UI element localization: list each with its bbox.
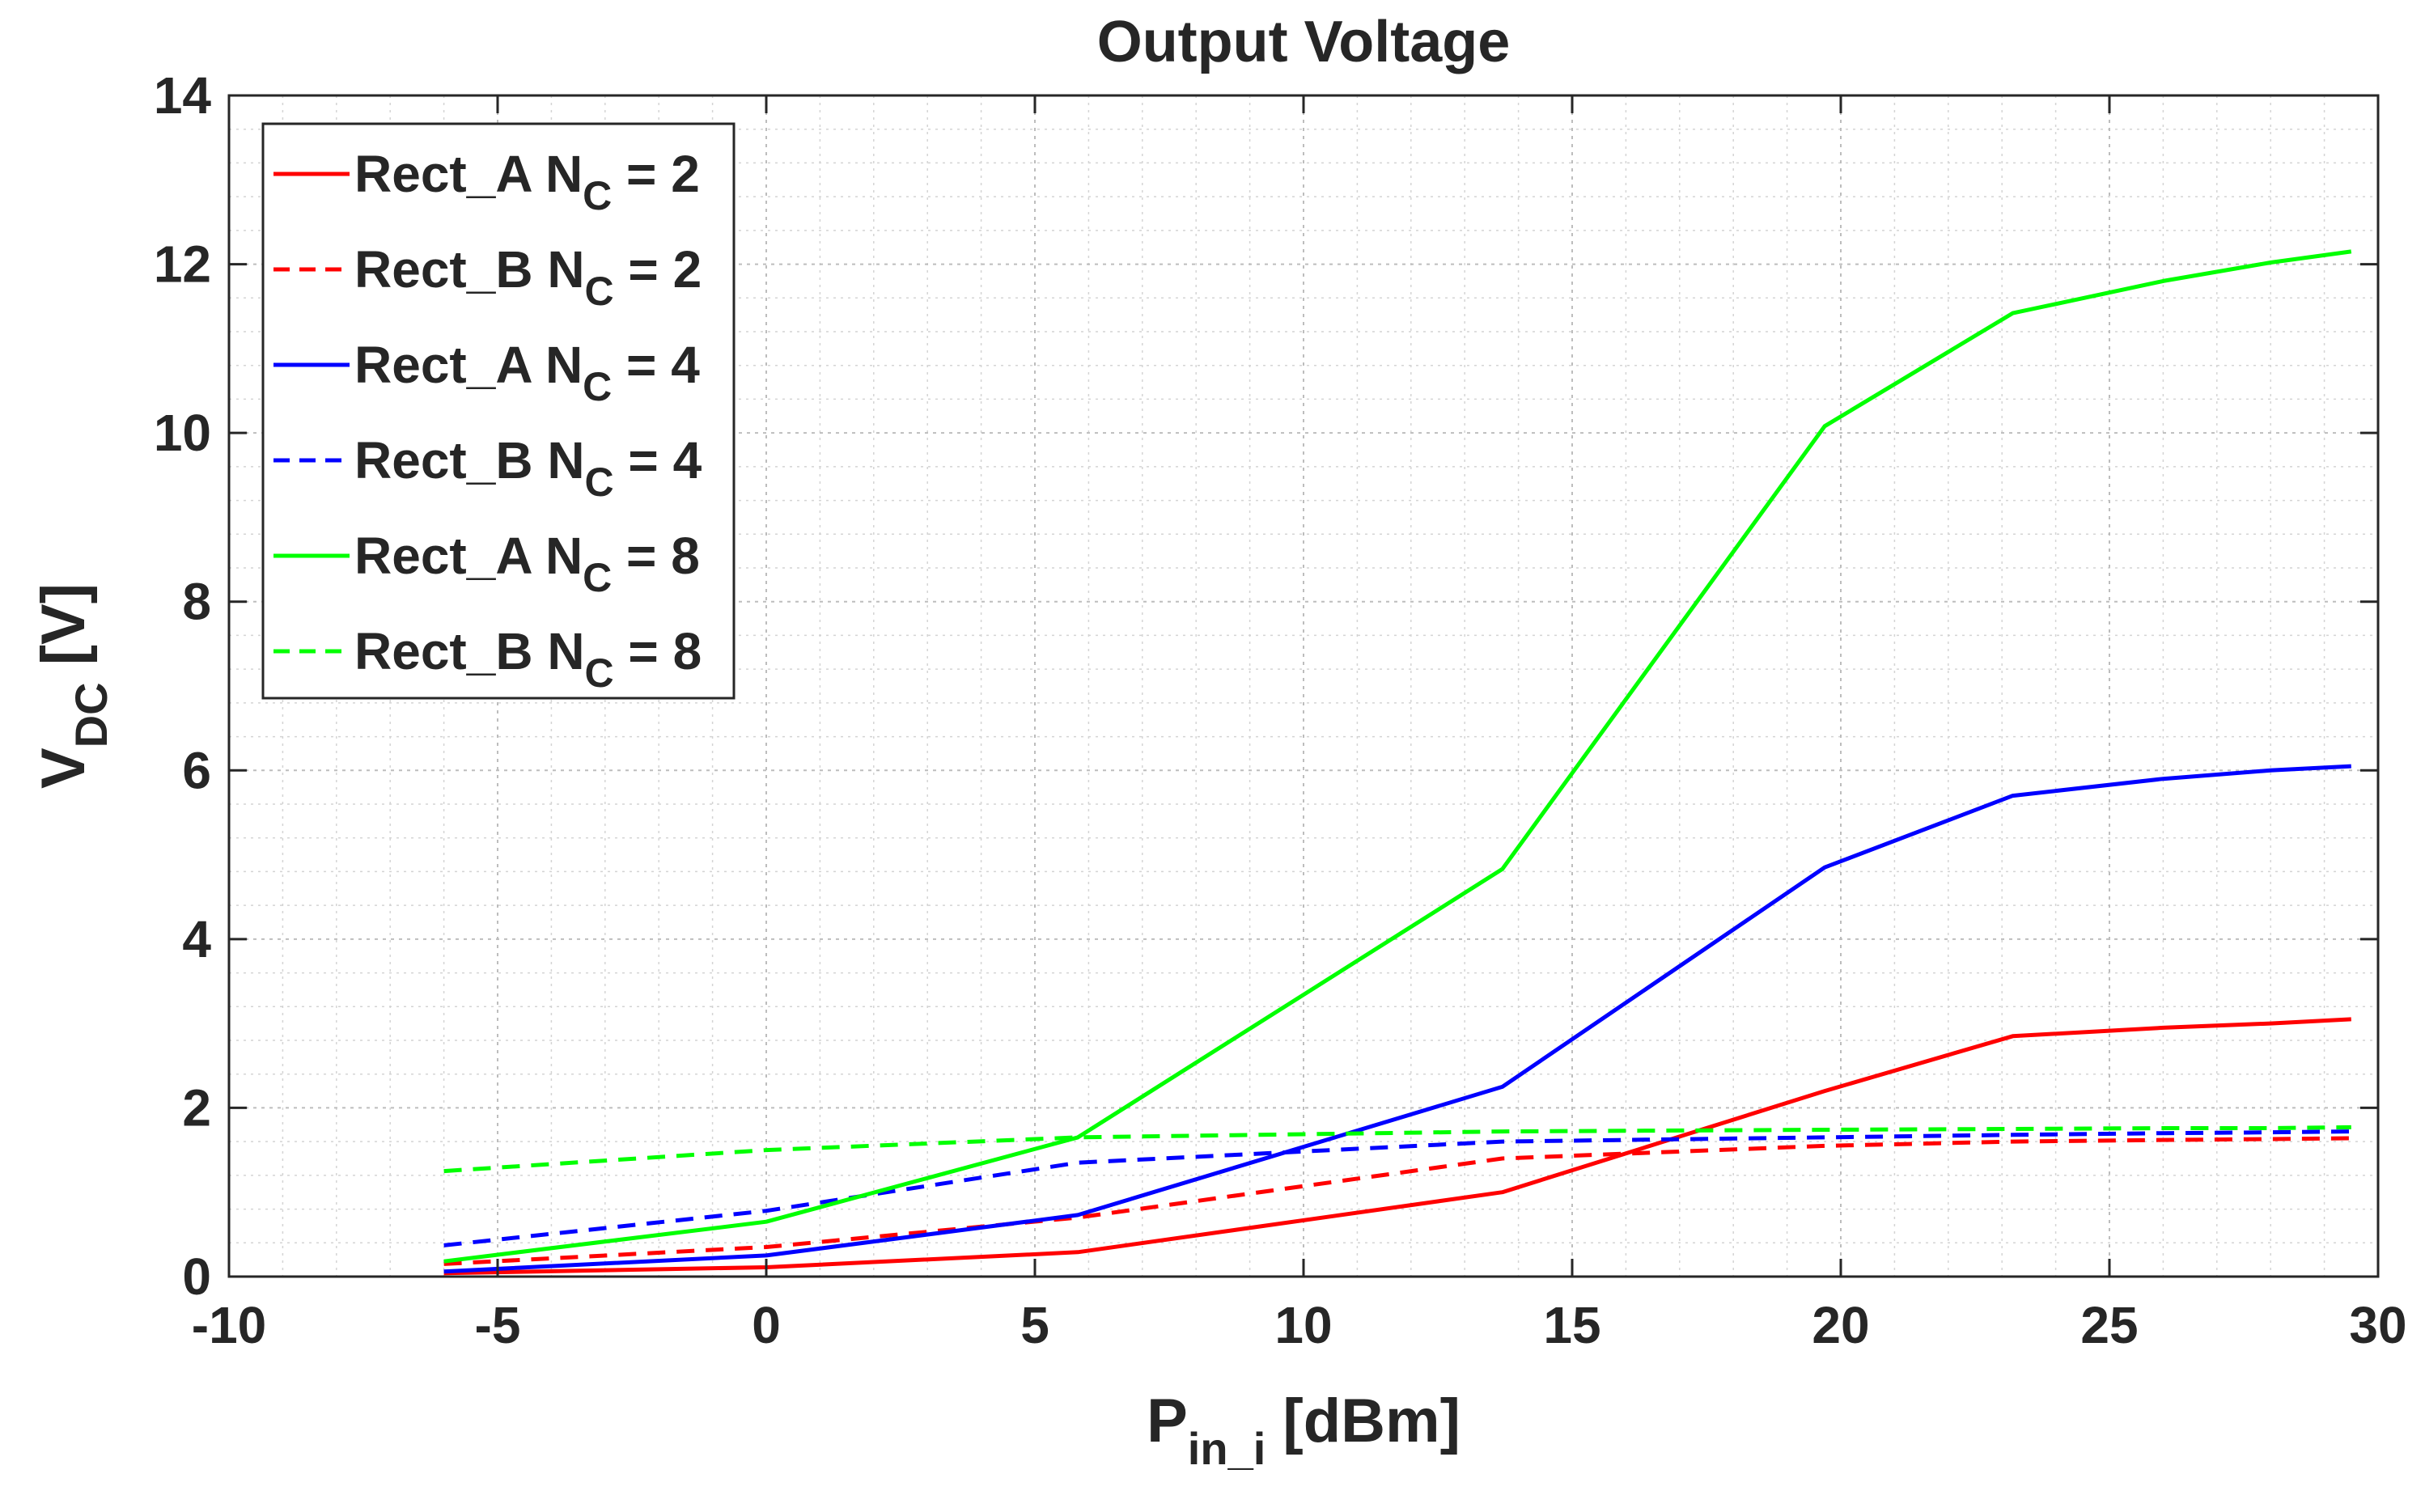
y-axis-label-unit: [V] <box>29 583 98 682</box>
x-tick-label: -5 <box>475 1296 521 1354</box>
y-tick-label: 2 <box>182 1078 211 1137</box>
x-axis-label-main: P <box>1147 1387 1188 1455</box>
y-tick-label: 14 <box>154 66 212 125</box>
y-axis-label-subscript: DC <box>66 682 117 748</box>
x-axis-label-subscript: in_i <box>1188 1423 1265 1474</box>
y-tick-label: 8 <box>182 573 211 631</box>
x-tick-label: 0 <box>752 1296 781 1354</box>
series-line-1 <box>443 1017 2351 1276</box>
legend-items: Rect_A NC = 2 Rect_B NC = 2 Rect_A NC = 4 R… <box>273 145 702 696</box>
x-axis-label: Pin_i [dBm] <box>1147 1387 1461 1474</box>
x-tick-label: 15 <box>1543 1296 1600 1354</box>
x-axis-ticks: -10 -5 0 5 10 15 20 25 30 <box>192 95 2407 1354</box>
x-tick-label: 30 <box>2349 1296 2406 1354</box>
y-tick-label: 12 <box>154 235 211 294</box>
chart-title: Output Voltage <box>1097 10 1511 74</box>
legend-label-2: Rect_B NC = 2 <box>354 240 702 314</box>
y-axis-label-main: V <box>29 748 98 789</box>
x-axis-label-unit: [dBm] <box>1265 1387 1461 1455</box>
legend-box <box>261 122 736 700</box>
x-tick-label: -10 <box>192 1296 267 1354</box>
x-tick-label: 10 <box>1274 1296 1332 1354</box>
x-tick-label: 5 <box>1020 1296 1049 1354</box>
x-tick-label: 20 <box>1812 1296 1869 1354</box>
series-line-6 <box>443 1124 2351 1174</box>
series-line-5 <box>443 249 2352 1264</box>
y-axis-ticks: 0 2 4 6 8 10 12 14 <box>154 66 2378 1306</box>
legend-label-3: Rect_A NC = 4 <box>354 336 700 409</box>
series-line-3 <box>443 764 2351 1274</box>
y-tick-label: 6 <box>182 741 211 799</box>
legend: Rect_A NC = 2 Rect_B NC = 2 Rect_A NC = 4 R… <box>261 122 736 700</box>
y-tick-label: 0 <box>182 1247 211 1306</box>
y-axis-label: VDC [V] <box>29 583 117 789</box>
series-lines <box>443 249 2352 1276</box>
y-tick-label: 10 <box>154 404 211 462</box>
legend-label-4: Rect_B NC = 4 <box>354 431 702 505</box>
legend-label-1: Rect_A NC = 2 <box>354 145 700 218</box>
legend-label-6: Rect_B NC = 8 <box>354 622 702 696</box>
legend-label-5: Rect_A NC = 8 <box>354 527 700 600</box>
x-tick-label: 25 <box>2080 1296 2138 1354</box>
y-tick-label: 4 <box>182 910 211 968</box>
